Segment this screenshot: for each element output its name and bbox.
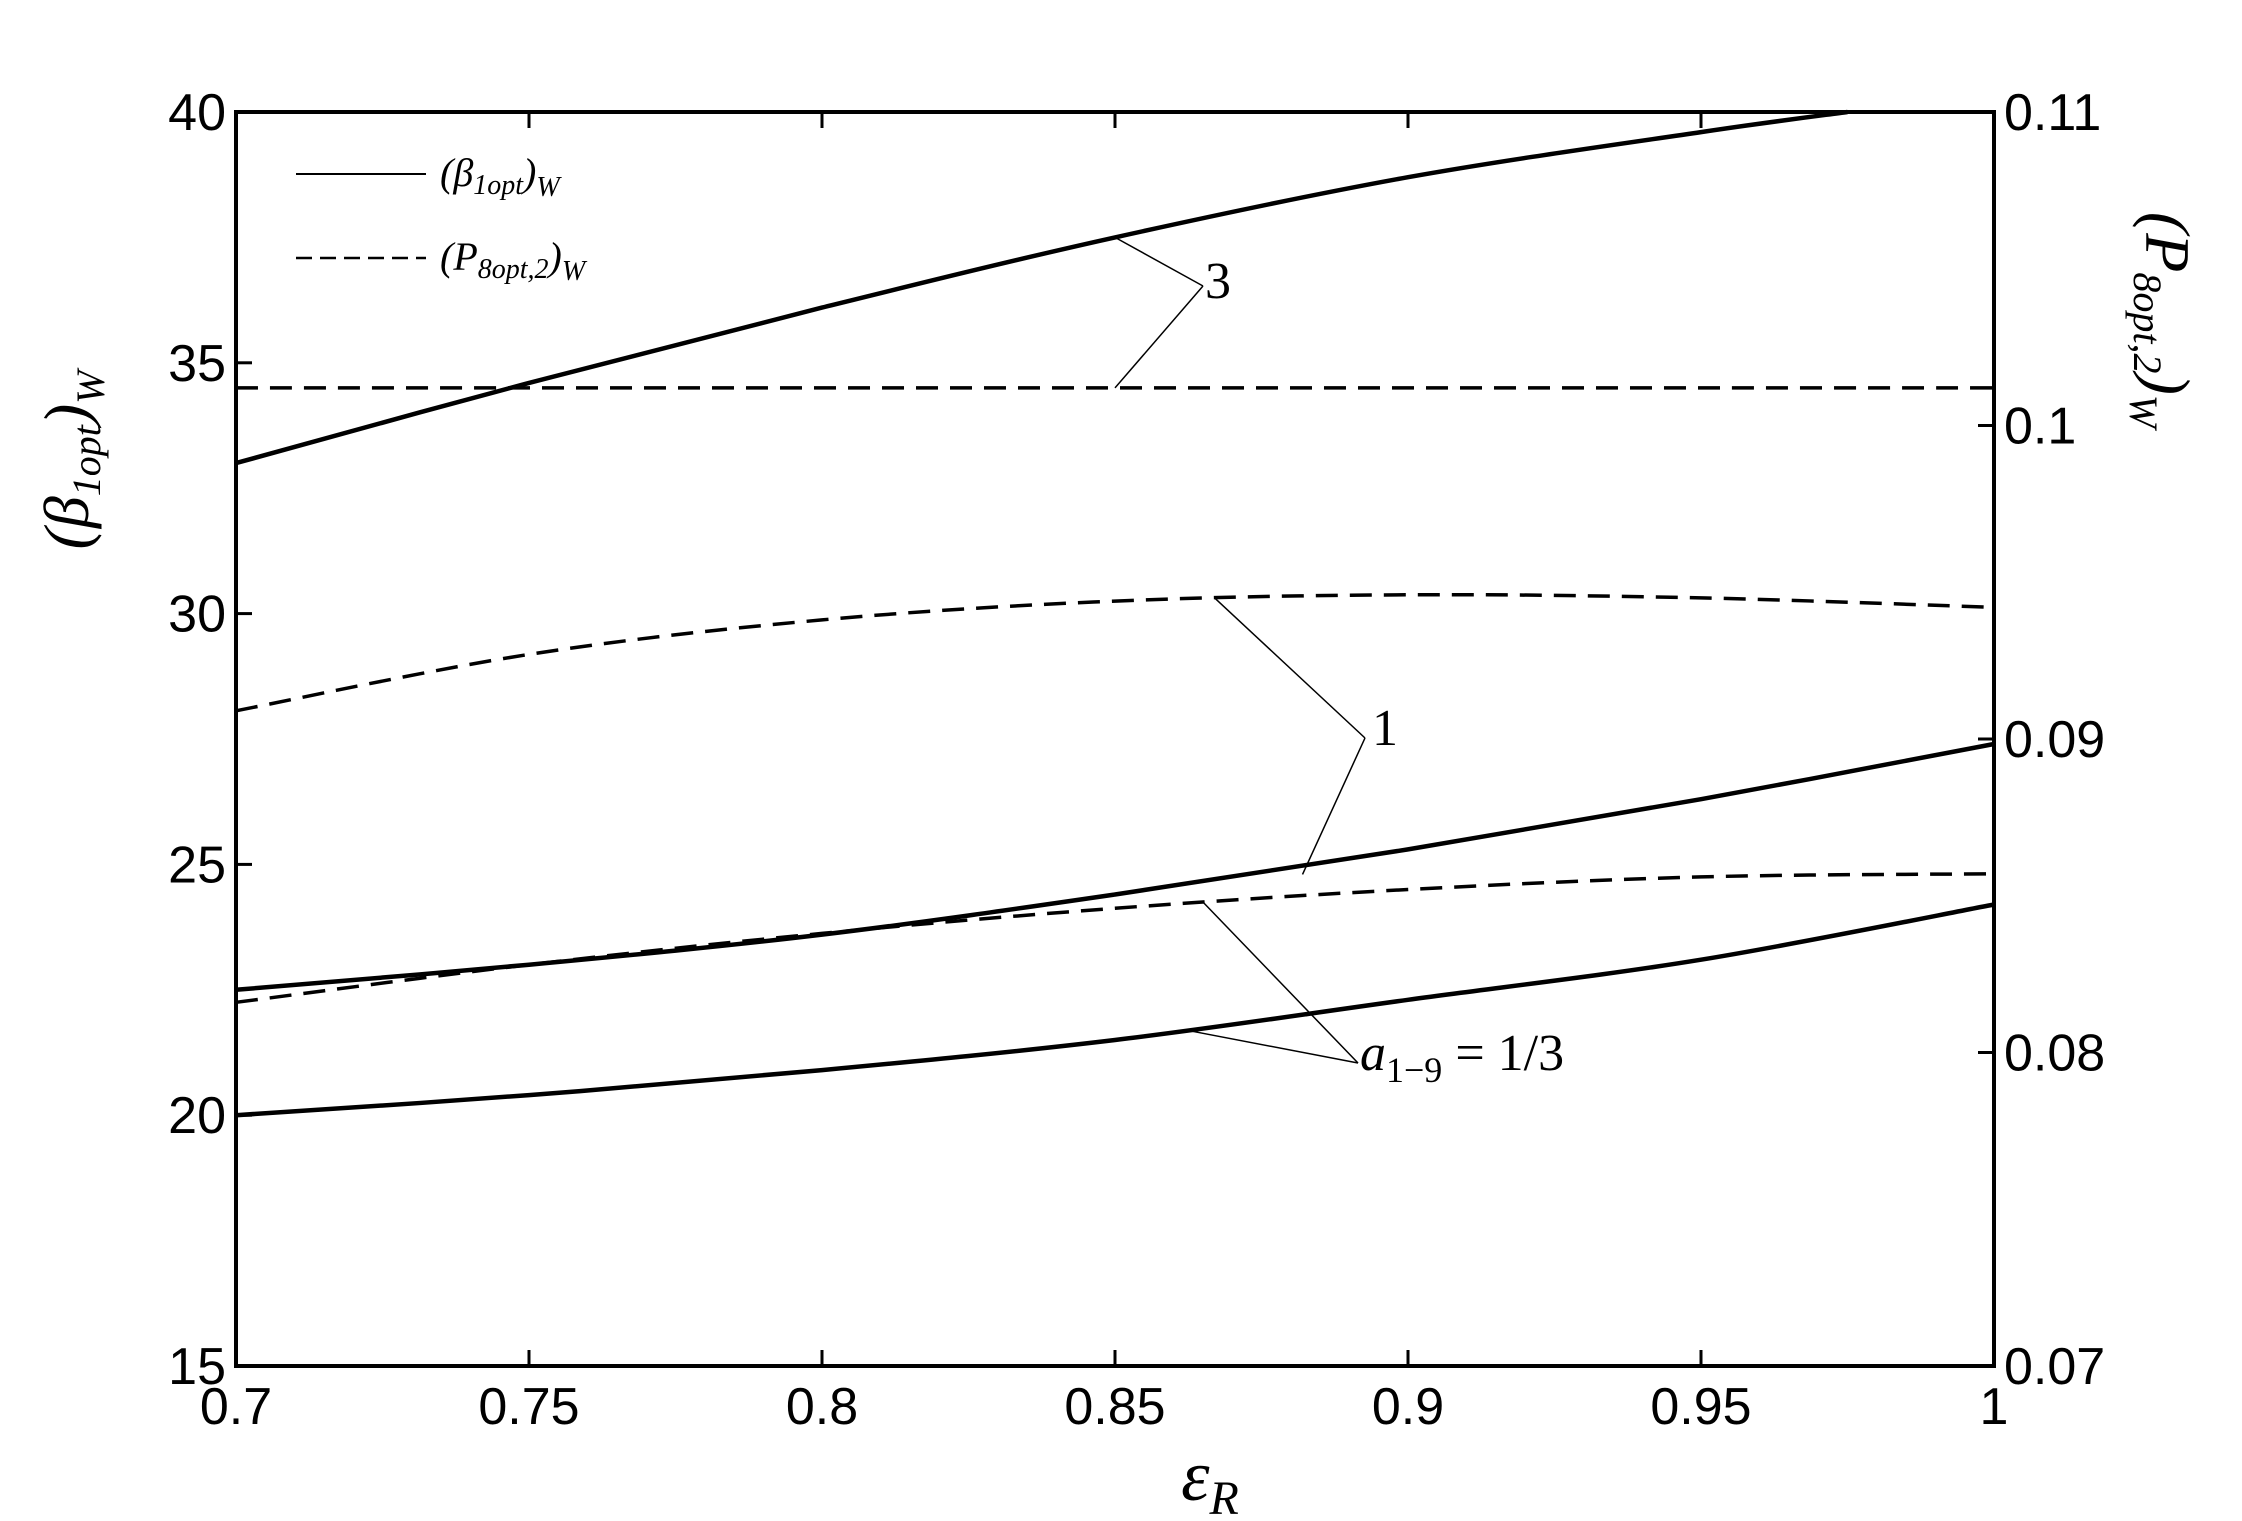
plot-frame xyxy=(234,110,1996,1368)
series-a1-9-1-3-dashed xyxy=(235,872,1995,1005)
legend-label: (β1opt)W xyxy=(440,150,562,203)
annotation-leader xyxy=(1114,285,1204,389)
x-tick-label: 0.8 xyxy=(786,1378,858,1436)
series-a1-9-1-3-solid xyxy=(235,902,1995,1118)
axis-ticks xyxy=(234,110,1996,1368)
annotation-leader xyxy=(1301,737,1366,875)
y-tick-label: 30 xyxy=(168,586,226,644)
x-axis-label: εR xyxy=(1181,1436,1239,1521)
y2-tick-label: 0.1 xyxy=(2004,398,2076,456)
x-tick-label: 0.9 xyxy=(1372,1378,1444,1436)
annotation-leader xyxy=(1185,1029,1359,1064)
series-3-solid xyxy=(235,109,1848,466)
series-1-dashed xyxy=(235,592,1995,713)
y2-tick-label: 0.08 xyxy=(2004,1025,2105,1083)
annotation-label-a1-9-1-3: a1−9 = 1/3 xyxy=(1360,1025,1564,1090)
annotations: 3 1 a1−9 = 1/3 xyxy=(1114,236,1564,1090)
y2-tick-label: 0.07 xyxy=(2004,1338,2105,1396)
annotation-leader xyxy=(1214,597,1366,739)
y-axis-label: (β1opt)W xyxy=(31,367,113,550)
x-tick-label: 1 xyxy=(1980,1378,2009,1436)
annotation-label-1: 1 xyxy=(1372,700,1398,757)
tick-labels: 0.7 0.75 0.8 0.85 0.9 0.95 1 15 20 25 30 35 40 0.07 0.… xyxy=(168,84,2105,1436)
series-1-solid xyxy=(235,741,1995,993)
y-tick-label: 20 xyxy=(168,1087,226,1145)
series-layer xyxy=(235,109,1995,1118)
y-tick-label: 35 xyxy=(168,335,226,393)
y2-tick-label: 0.11 xyxy=(2004,84,2101,142)
x-tick-label: 0.7 xyxy=(200,1378,272,1436)
y2-axis-label: (P8opt,2)W xyxy=(2121,212,2203,432)
x-tick-label: 0.75 xyxy=(478,1378,579,1436)
y-tick-label: 40 xyxy=(168,84,226,142)
x-tick-label: 0.85 xyxy=(1064,1378,1165,1436)
legend-label: (P8opt,2)W xyxy=(440,234,588,287)
annotation-leader xyxy=(1114,236,1204,287)
y-tick-label: 25 xyxy=(168,836,226,894)
annotation-leader xyxy=(1202,901,1359,1064)
y2-tick-label: 0.09 xyxy=(2004,711,2105,769)
annotation-label-3: 3 xyxy=(1205,253,1231,310)
legend: (β1opt)W (P8opt,2)W xyxy=(296,150,588,287)
y-tick-label: 15 xyxy=(168,1338,226,1396)
x-tick-label: 0.95 xyxy=(1650,1378,1751,1436)
